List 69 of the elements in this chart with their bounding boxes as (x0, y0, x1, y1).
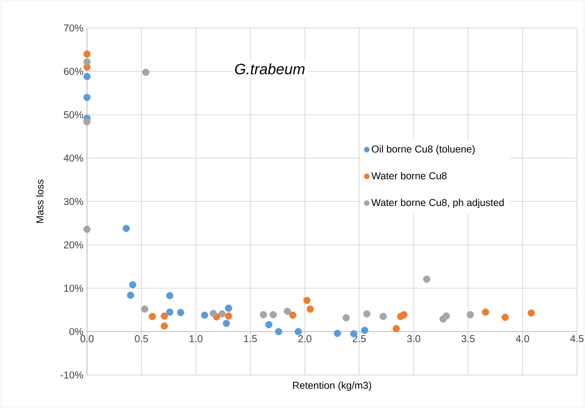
point (482, 308, 490, 316)
point (201, 312, 208, 319)
x-tick-label: 1.0 (190, 335, 202, 342)
x-tick-label: 2.0 (298, 335, 312, 342)
point (166, 308, 174, 316)
point (83, 118, 91, 126)
point (83, 94, 91, 101)
y-tick-label: 40% (64, 154, 84, 162)
point (334, 330, 342, 337)
legend-label: Water borne Cu8, ph adjusted (371, 198, 504, 208)
point (380, 312, 387, 320)
y-tick-label: 0% (69, 328, 84, 336)
point (289, 312, 296, 319)
point (129, 281, 136, 288)
point (265, 321, 272, 328)
point (166, 292, 174, 300)
point (392, 324, 400, 332)
point (222, 320, 230, 327)
point (275, 328, 282, 336)
point (141, 305, 148, 313)
point (83, 58, 91, 66)
point (363, 310, 370, 318)
point (224, 312, 232, 320)
y-tick-label: 50% (64, 111, 84, 118)
point (502, 314, 509, 321)
point (442, 312, 450, 320)
point (177, 308, 184, 316)
point (284, 308, 291, 315)
point (83, 72, 91, 80)
text: G.trabeum (235, 63, 304, 74)
x-tick-label: 0.0 (80, 335, 94, 342)
point (148, 312, 156, 320)
y-tick-label: -10% (60, 371, 84, 379)
point (122, 224, 130, 232)
point (303, 296, 311, 304)
point (466, 311, 474, 318)
point (83, 50, 91, 58)
point (260, 311, 268, 318)
point (160, 322, 168, 330)
y-tick-label: 20% (64, 241, 84, 248)
point (361, 326, 368, 334)
point (306, 305, 314, 313)
x-tick-label: 3.5 (462, 335, 475, 342)
x-tick-label: 0.5 (134, 335, 148, 342)
y-tick-label: 70% (64, 24, 84, 32)
point (83, 226, 91, 233)
y-tick-label: 30% (64, 198, 84, 206)
y-tick-label: 10% (64, 284, 84, 292)
legend-label: Oil borne Cu8 (toluene) (372, 145, 475, 155)
point (126, 292, 134, 299)
point (400, 311, 408, 318)
point (218, 310, 226, 318)
point (210, 310, 217, 318)
point (224, 304, 232, 312)
x-tick-label: 4.5 (570, 335, 584, 342)
legend-label: Water borne Cu8 (371, 172, 447, 180)
point (342, 314, 350, 322)
point (270, 311, 277, 318)
point (528, 309, 535, 317)
x-tick-label: 1.5 (244, 335, 257, 342)
point (160, 312, 168, 320)
y-tick-label: 60% (64, 68, 84, 75)
point (142, 68, 150, 76)
y-axis-title: Mass loss (36, 180, 44, 223)
x-axis-title: Retention (kg/m3) (293, 382, 372, 391)
point (423, 276, 430, 283)
x-tick-label: 4.0 (516, 335, 530, 342)
x-tick-label: 3.0 (407, 335, 420, 342)
point (294, 328, 302, 336)
